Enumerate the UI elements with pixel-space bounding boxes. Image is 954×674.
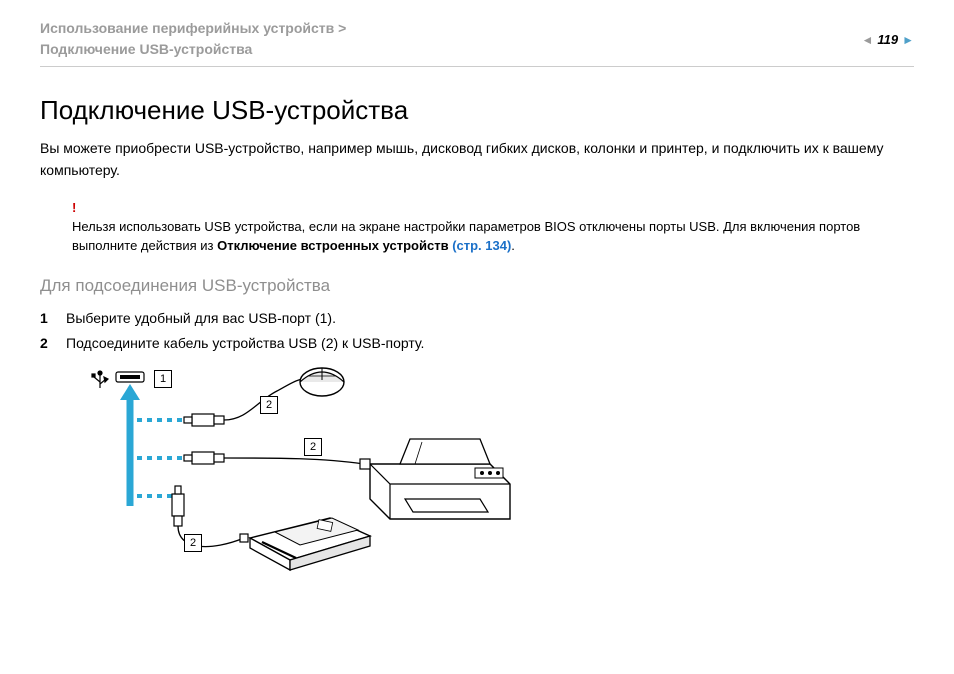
page-title: Подключение USB-устройства [40,95,914,126]
warning-block: ! Нельзя использовать USB устройства, ес… [72,199,914,256]
step-2: 2 Подсоедините кабель устройства USB (2)… [40,331,914,356]
step-num: 1 [40,306,52,331]
step-num: 2 [40,331,52,356]
subheading: Для подсоединения USB-устройства [40,276,914,296]
callout-2c: 2 [184,534,202,552]
callout-2b: 2 [304,438,322,456]
breadcrumb: Использование периферийных устройств > П… [40,18,346,60]
intro-paragraph: Вы можете приобрести USB-устройство, нап… [40,138,914,181]
warning-text: Нельзя использовать USB устройства, если… [72,218,914,256]
connection-diagram: 1 2 2 2 [82,366,562,586]
warning-link[interactable]: (стр. 134) [452,238,511,253]
callout-1: 1 [154,370,172,388]
warning-bold: Отключение встроенных устройств [217,238,452,253]
step-text: Подсоедините кабель устройства USB (2) к… [66,331,424,356]
callout-2a: 2 [260,396,278,414]
breadcrumb-line1: Использование периферийных устройств > [40,18,346,39]
breadcrumb-line2: Подключение USB-устройства [40,39,346,60]
header-bar: Использование периферийных устройств > П… [40,18,914,67]
step-1: 1 Выберите удобный для вас USB-порт (1). [40,306,914,331]
warning-after: . [511,238,515,253]
prev-page-arrow[interactable]: ◄ [861,33,873,47]
next-page-arrow[interactable]: ► [902,33,914,47]
steps-list: 1 Выберите удобный для вас USB-порт (1).… [40,306,914,356]
page-number: 119 [877,32,898,47]
step-text: Выберите удобный для вас USB-порт (1). [66,306,336,331]
page-number-nav: ◄ 119 ► [861,18,914,47]
warning-icon: ! [72,199,914,218]
